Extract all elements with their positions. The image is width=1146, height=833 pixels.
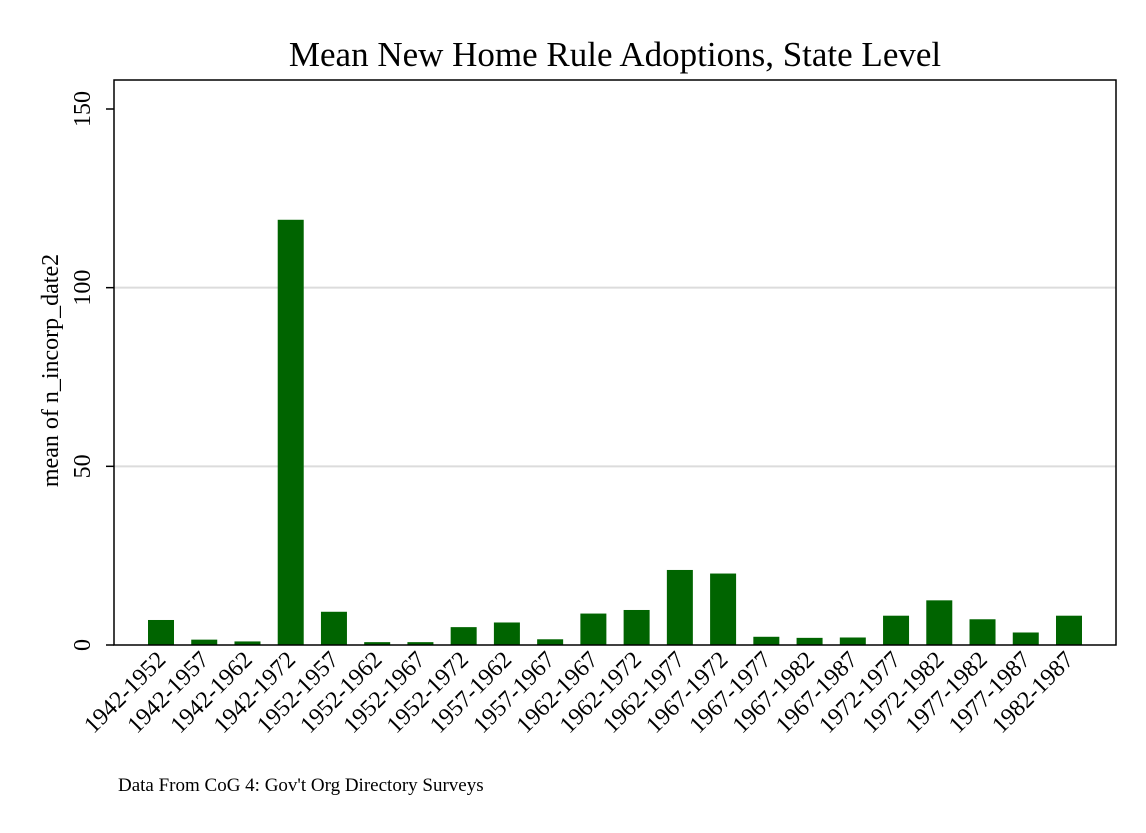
y-tick-label: 150 [70,91,96,127]
y-axis-label: mean of n_incorp_date2 [38,254,64,487]
bar [277,219,304,646]
y-tick-label: 50 [70,454,96,478]
bar [1012,632,1039,645]
chart-title: Mean New Home Rule Adoptions, State Leve… [289,35,942,74]
bar [580,613,607,645]
bar [537,639,564,645]
bar [234,641,261,645]
bar [839,637,866,645]
bar [1056,615,1082,645]
bar [407,642,434,645]
bars [148,219,1082,646]
bar [623,609,650,645]
bar [320,611,347,645]
bar [883,615,910,645]
bar [364,642,391,645]
bar [148,619,174,645]
bar [450,627,477,645]
bar [969,619,996,645]
bar [710,573,737,645]
y-axis: 0 50 100 150 [70,91,114,651]
x-axis: 1942-19521942-19571942-19621942-19721952… [79,647,1079,739]
bar [926,600,953,645]
bar [493,622,520,645]
plot-frame [113,79,1117,646]
bar [753,636,780,645]
y-tick-label: 0 [70,639,96,651]
source-note: Data From CoG 4: Gov't Org Directory Sur… [118,775,484,796]
bar [191,639,218,645]
gridlines [114,286,1116,468]
bar [796,637,823,645]
bar [666,569,693,645]
y-tick-label: 100 [70,270,96,306]
